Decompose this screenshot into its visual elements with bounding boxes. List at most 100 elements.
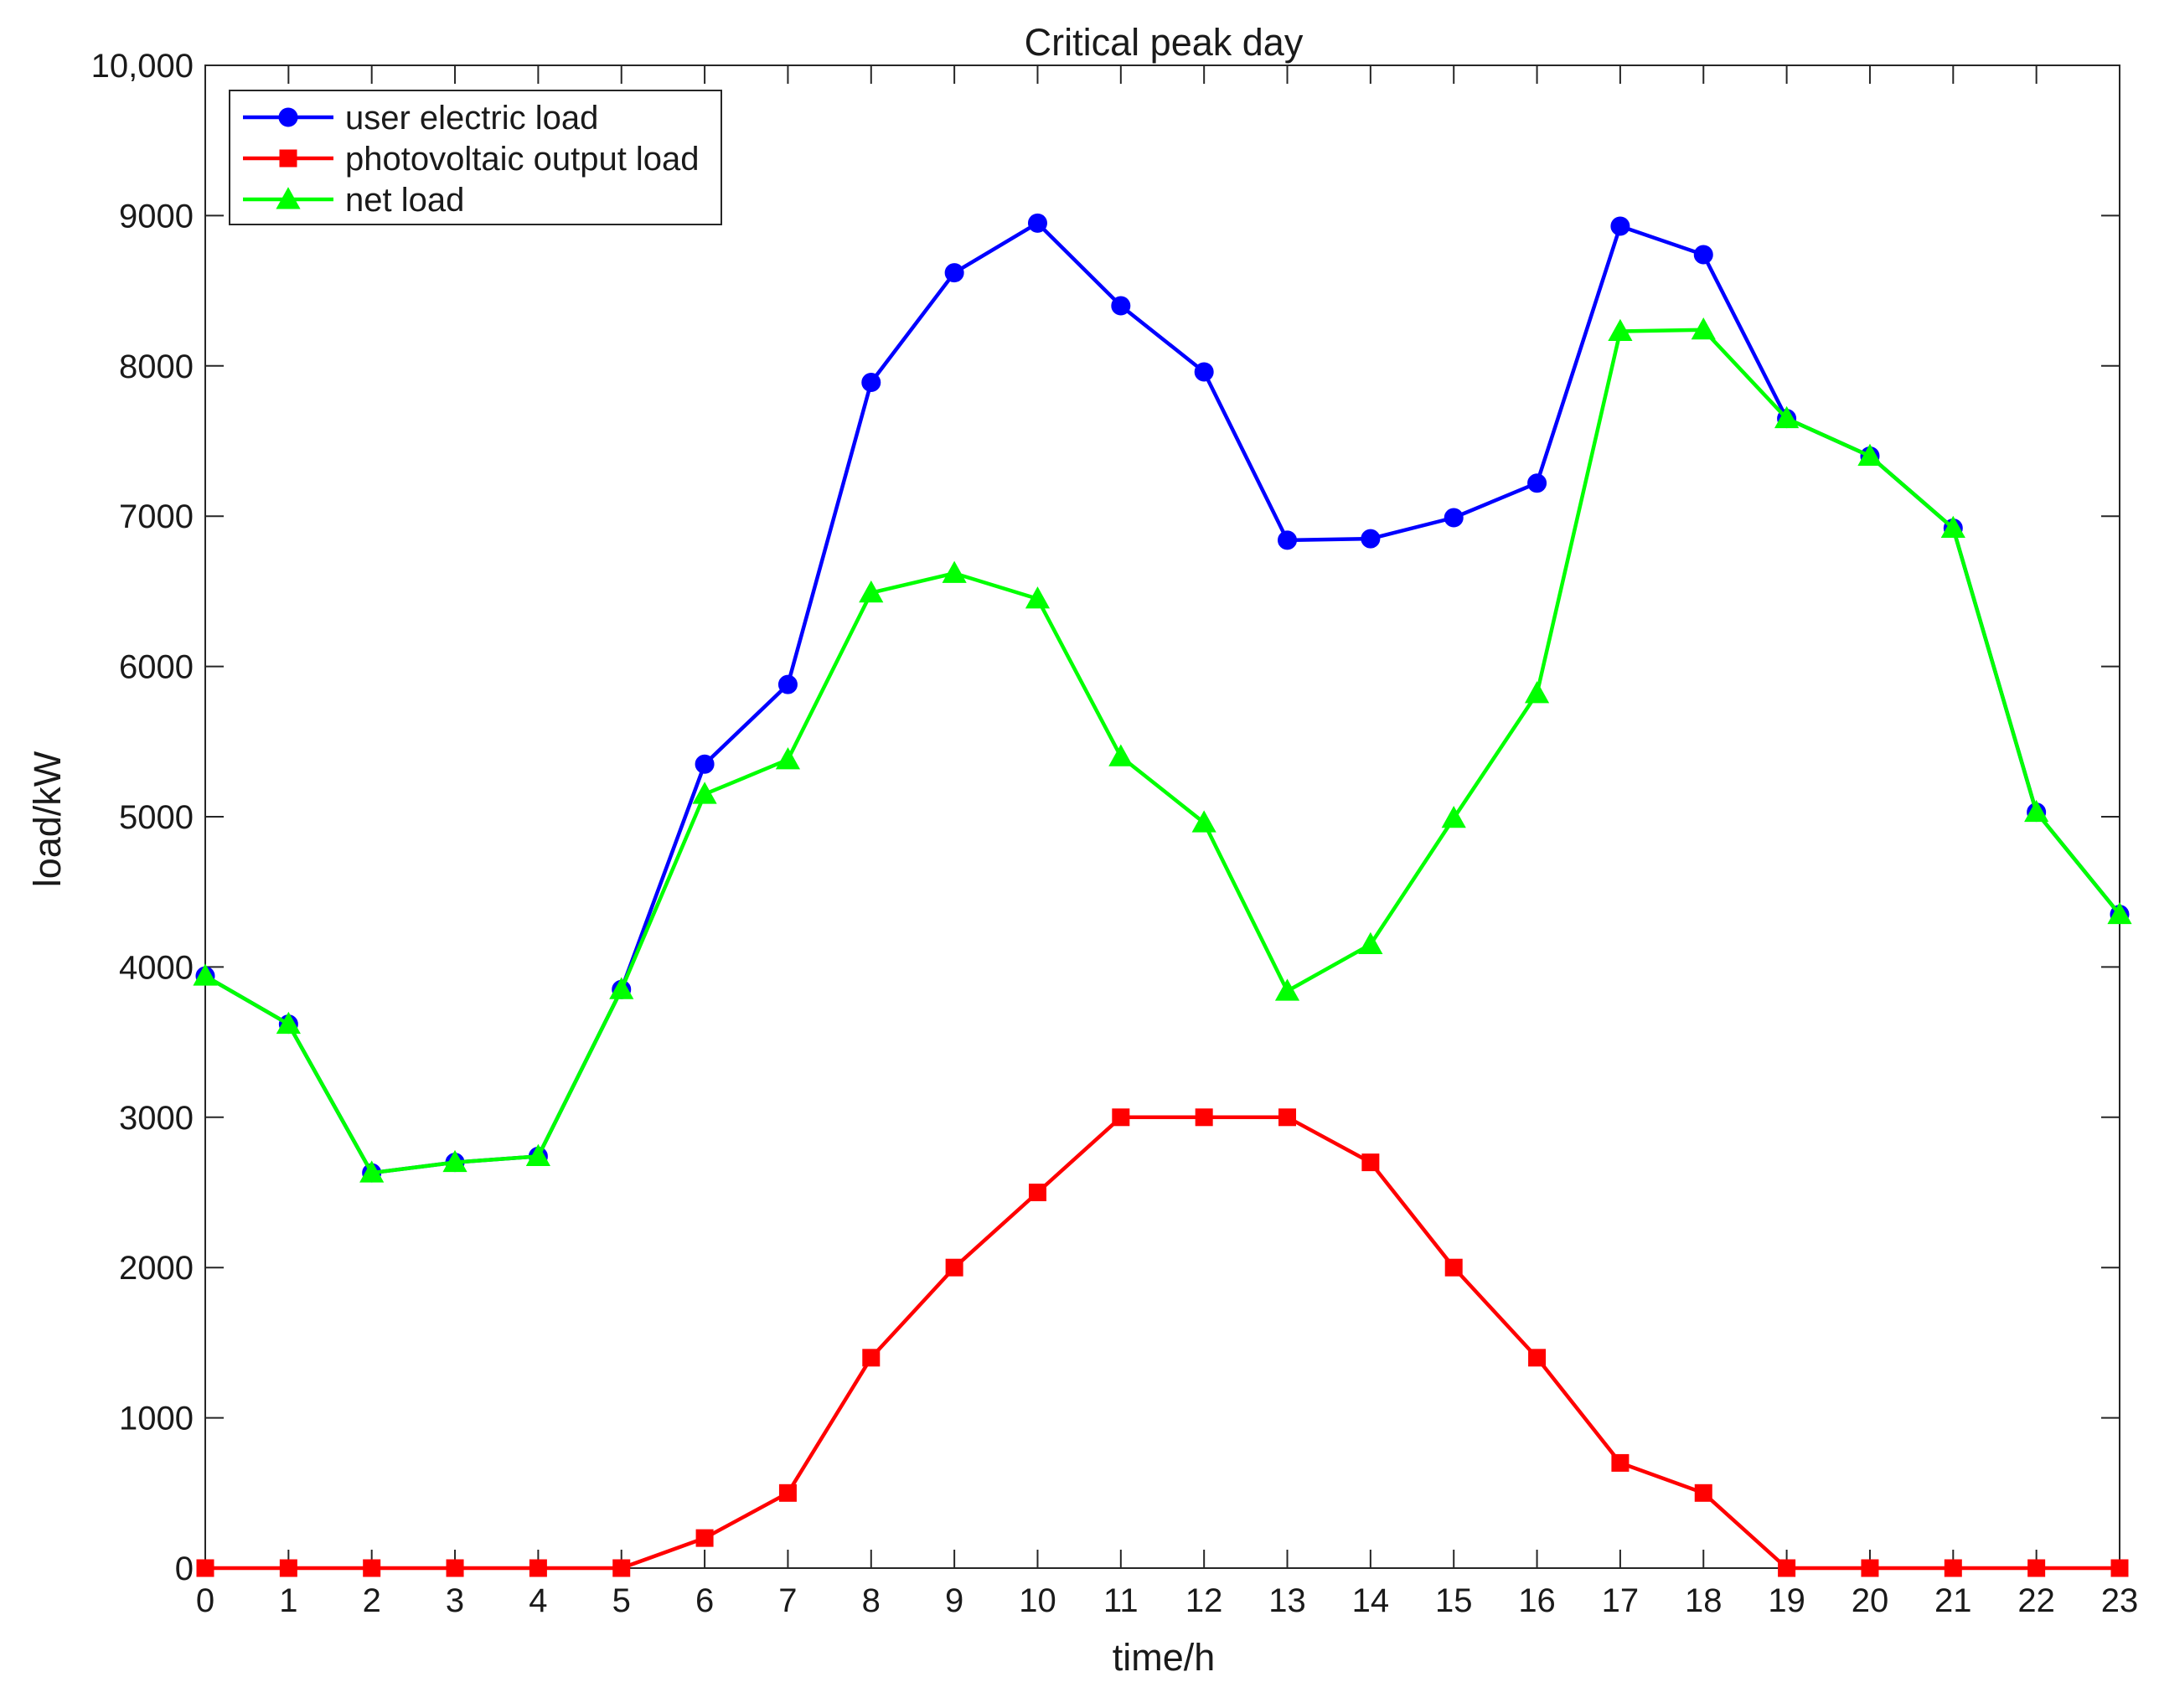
x-tick-label: 11: [1103, 1582, 1139, 1619]
square-marker: [1028, 1184, 1046, 1201]
circle-marker: [1111, 296, 1131, 316]
y-tick-label: 8000: [119, 348, 194, 385]
square-marker: [1444, 1258, 1463, 1277]
circle-marker: [861, 373, 881, 393]
square-marker: [1195, 1108, 1213, 1127]
x-tick-label: 9: [945, 1582, 963, 1619]
legend-label: photovoltaic output load: [345, 141, 700, 178]
square-marker: [1112, 1108, 1130, 1127]
x-tick-label: 21: [1934, 1582, 1972, 1619]
triangle-marker: [1274, 978, 1300, 1001]
legend: user electric load photovoltaic output lo…: [229, 90, 722, 225]
triangle-marker: [942, 560, 967, 583]
y-tick-label: 9000: [119, 198, 194, 235]
triangle-marker: [609, 977, 634, 999]
y-tick-label: 4000: [119, 949, 194, 986]
series-square: [196, 1108, 2129, 1577]
plot-area-frame: [204, 65, 2120, 1569]
square-marker: [1278, 1108, 1297, 1127]
legend-label: user electric load: [345, 100, 598, 137]
triangle-marker: [1108, 744, 1134, 766]
series-circle: [195, 213, 2130, 1183]
x-tick-label: 18: [1685, 1582, 1723, 1619]
x-axis-label: time/h: [1113, 1636, 1216, 1679]
x-tick-label: 10: [1019, 1582, 1056, 1619]
square-marker: [2110, 1559, 2129, 1577]
square-marker: [1861, 1559, 1879, 1577]
x-tick-label: 22: [2017, 1582, 2055, 1619]
triangle-marker: [1857, 443, 1883, 466]
x-tick-label: 20: [1852, 1582, 1889, 1619]
axes: 0 1 2 3 4 5 6 7 8 9 10 11 12 13 14 15 16 17 18 19 20 21 22 2301…: [91, 48, 2139, 1619]
circle-marker: [1278, 530, 1298, 550]
series-line: [204, 328, 2121, 1175]
circle-marker: [1361, 529, 1381, 549]
x-tick-label: 6: [695, 1582, 714, 1619]
x-tick-label: 13: [1268, 1582, 1306, 1619]
legend-item: photovoltaic output load: [243, 141, 700, 178]
x-tick-label: 8: [862, 1582, 881, 1619]
triangle-marker: [1441, 806, 1466, 828]
y-tick-label: 7000: [119, 498, 194, 535]
triangle-marker: [276, 1011, 301, 1035]
square-marker: [1528, 1349, 1547, 1367]
triangle-marker: [2024, 799, 2049, 823]
circle-marker: [278, 107, 298, 127]
y-tick-label: 0: [175, 1551, 194, 1587]
triangle-marker: [1191, 810, 1216, 833]
triangle-marker: [525, 1143, 550, 1166]
triangle-marker: [859, 580, 884, 603]
series-triangle: [193, 317, 2132, 1183]
circle-marker: [944, 263, 964, 283]
triangle-marker: [359, 1160, 385, 1183]
series-line: [205, 1115, 2120, 1571]
legend-item: user electric load: [243, 100, 598, 137]
triangle-marker: [1691, 317, 1716, 340]
circle-marker: [1610, 216, 1630, 236]
circle-marker: [1444, 508, 1464, 528]
circle-marker: [1693, 245, 1713, 265]
square-marker: [529, 1559, 547, 1577]
square-marker: [695, 1529, 714, 1547]
triangle-marker: [692, 782, 717, 804]
triangle-marker: [193, 963, 218, 986]
square-marker: [446, 1559, 464, 1577]
x-tick-label: 12: [1185, 1582, 1223, 1619]
triangle-marker: [442, 1149, 467, 1173]
legend-label: net load: [345, 182, 464, 219]
x-tick-label: 4: [529, 1582, 547, 1619]
square-marker: [1778, 1559, 1796, 1577]
series-line: [204, 221, 2121, 1175]
y-tick-label: 2000: [119, 1250, 194, 1287]
series-layer: [193, 213, 2132, 1577]
x-tick-label: 15: [1435, 1582, 1473, 1619]
y-axis-label: load/kW: [26, 751, 69, 887]
x-tick-label: 3: [446, 1582, 464, 1619]
circle-marker: [695, 754, 715, 774]
square-marker: [862, 1349, 881, 1367]
square-marker: [778, 1484, 797, 1502]
square-marker: [1694, 1484, 1712, 1502]
square-marker: [1944, 1559, 1962, 1577]
triangle-marker: [775, 747, 801, 770]
triangle-marker: [1524, 681, 1550, 704]
y-tick-label: 10,000: [91, 48, 194, 85]
triangle-marker: [2107, 901, 2132, 925]
x-tick-label: 19: [1768, 1582, 1805, 1619]
square-marker: [1361, 1153, 1380, 1172]
square-marker: [279, 1559, 297, 1577]
square-marker: [945, 1258, 963, 1277]
y-tick-label: 1000: [119, 1401, 194, 1437]
x-tick-label: 17: [1602, 1582, 1640, 1619]
square-marker: [279, 149, 297, 168]
square-marker: [363, 1559, 381, 1577]
x-tick-label: 23: [2101, 1582, 2139, 1619]
square-marker: [1611, 1453, 1630, 1472]
x-tick-label: 14: [1352, 1582, 1390, 1619]
x-tick-label: 16: [1518, 1582, 1556, 1619]
x-tick-label: 2: [363, 1582, 381, 1619]
y-tick-label: 3000: [119, 1100, 194, 1137]
circle-marker: [1194, 362, 1214, 382]
